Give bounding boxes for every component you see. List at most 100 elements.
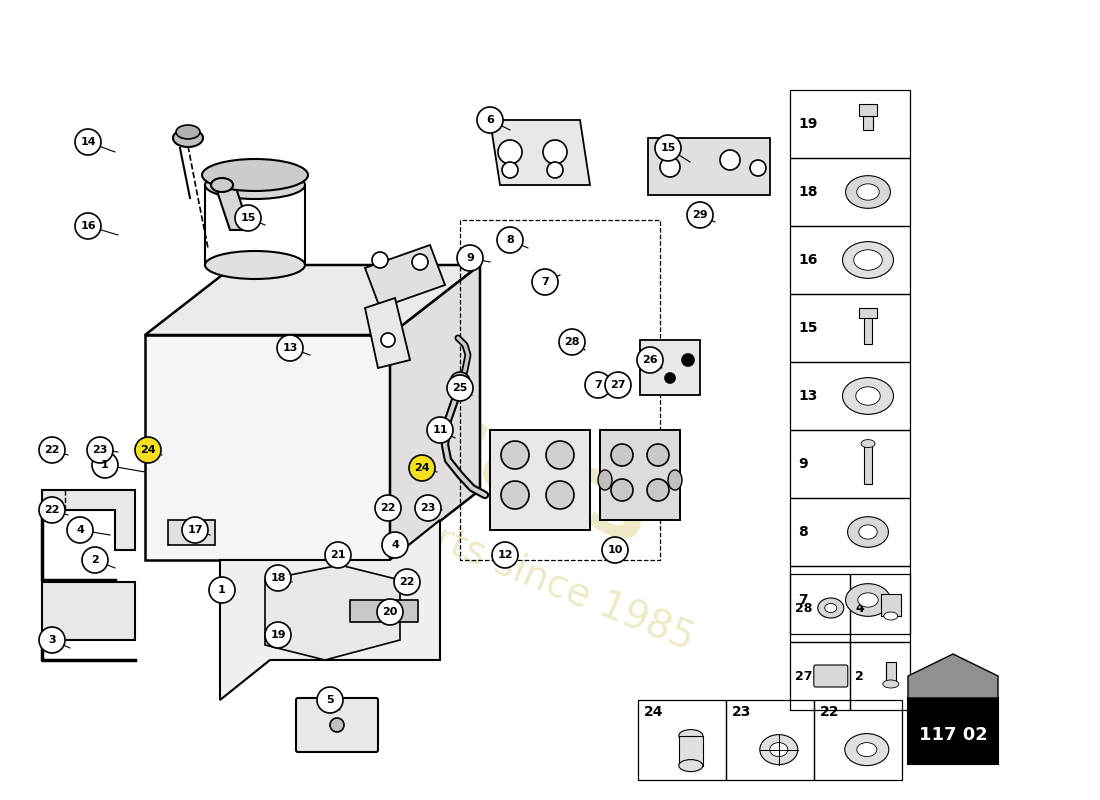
Bar [790, 566, 910, 634]
Ellipse shape [267, 568, 289, 582]
Text: 26: 26 [642, 355, 658, 365]
Circle shape [547, 162, 563, 178]
Bar [350, 600, 418, 622]
Ellipse shape [859, 525, 877, 539]
Bar [850, 642, 910, 710]
Text: 22: 22 [44, 445, 59, 455]
Text: 4: 4 [76, 525, 84, 535]
Text: 6: 6 [486, 115, 494, 125]
Bar [864, 443, 872, 485]
Circle shape [377, 599, 403, 625]
Bar [908, 698, 998, 764]
Ellipse shape [858, 593, 878, 607]
Text: 117 02: 117 02 [918, 726, 988, 744]
Bar [638, 700, 726, 780]
FancyBboxPatch shape [296, 698, 378, 752]
Text: 2: 2 [855, 670, 864, 682]
Text: 21: 21 [330, 550, 345, 560]
Circle shape [39, 497, 65, 523]
Bar [790, 226, 910, 294]
Bar [859, 104, 877, 116]
Circle shape [450, 372, 470, 392]
Polygon shape [648, 138, 770, 195]
Ellipse shape [211, 178, 233, 192]
Text: 25: 25 [452, 383, 468, 393]
Circle shape [317, 687, 343, 713]
Circle shape [82, 547, 108, 573]
Circle shape [75, 129, 101, 155]
Text: 17: 17 [187, 525, 202, 535]
Ellipse shape [825, 603, 837, 613]
Bar [679, 736, 703, 766]
Text: 7: 7 [541, 277, 549, 287]
Text: 9: 9 [466, 253, 474, 263]
Ellipse shape [843, 242, 893, 278]
Text: 1: 1 [101, 460, 109, 470]
Text: 18: 18 [271, 573, 286, 583]
Bar [790, 498, 910, 566]
Ellipse shape [598, 470, 612, 490]
Text: 4: 4 [855, 602, 864, 614]
Circle shape [427, 417, 453, 443]
Bar [790, 362, 910, 430]
Polygon shape [220, 520, 440, 700]
Text: 18: 18 [798, 185, 817, 199]
Circle shape [87, 437, 113, 463]
Text: eurocars: eurocars [174, 293, 667, 567]
Polygon shape [42, 490, 135, 550]
Text: 15: 15 [240, 213, 255, 223]
Bar [864, 116, 873, 130]
Circle shape [67, 517, 94, 543]
Text: 27: 27 [610, 380, 626, 390]
Bar [726, 700, 814, 780]
Text: a passion for parts since 1985: a passion for parts since 1985 [141, 402, 700, 658]
Text: 24: 24 [644, 705, 663, 719]
Circle shape [92, 452, 118, 478]
Text: 8: 8 [506, 235, 514, 245]
Ellipse shape [857, 184, 879, 200]
Circle shape [660, 157, 680, 177]
Polygon shape [168, 520, 214, 545]
Text: 23: 23 [92, 445, 108, 455]
Circle shape [546, 481, 574, 509]
Polygon shape [265, 565, 400, 660]
Circle shape [492, 542, 518, 568]
Bar [864, 312, 872, 344]
Bar [886, 662, 895, 684]
Circle shape [682, 354, 694, 366]
Text: 16: 16 [798, 253, 817, 267]
Text: 11: 11 [432, 425, 448, 435]
Polygon shape [600, 430, 680, 520]
Text: 22: 22 [44, 505, 59, 515]
Bar [790, 642, 850, 710]
Circle shape [610, 444, 632, 466]
Circle shape [330, 718, 344, 732]
Text: 20: 20 [383, 607, 398, 617]
Text: 22: 22 [399, 577, 415, 587]
Text: 19: 19 [271, 630, 286, 640]
Circle shape [605, 372, 631, 398]
Ellipse shape [857, 742, 877, 757]
Bar [640, 340, 700, 395]
Bar [850, 574, 910, 642]
Ellipse shape [679, 760, 703, 771]
Text: 19: 19 [798, 117, 817, 131]
Ellipse shape [843, 378, 893, 414]
Circle shape [546, 441, 574, 469]
Polygon shape [145, 265, 480, 335]
Ellipse shape [817, 598, 844, 618]
Circle shape [135, 437, 161, 463]
Text: 22: 22 [820, 705, 839, 719]
Text: 1: 1 [218, 585, 226, 595]
Polygon shape [390, 265, 480, 560]
Circle shape [602, 537, 628, 563]
Circle shape [500, 441, 529, 469]
Ellipse shape [173, 129, 204, 147]
Text: 28: 28 [564, 337, 580, 347]
Bar [790, 90, 910, 158]
Polygon shape [214, 185, 250, 230]
Circle shape [409, 455, 434, 481]
Circle shape [381, 333, 395, 347]
Circle shape [39, 437, 65, 463]
Bar [814, 700, 902, 780]
